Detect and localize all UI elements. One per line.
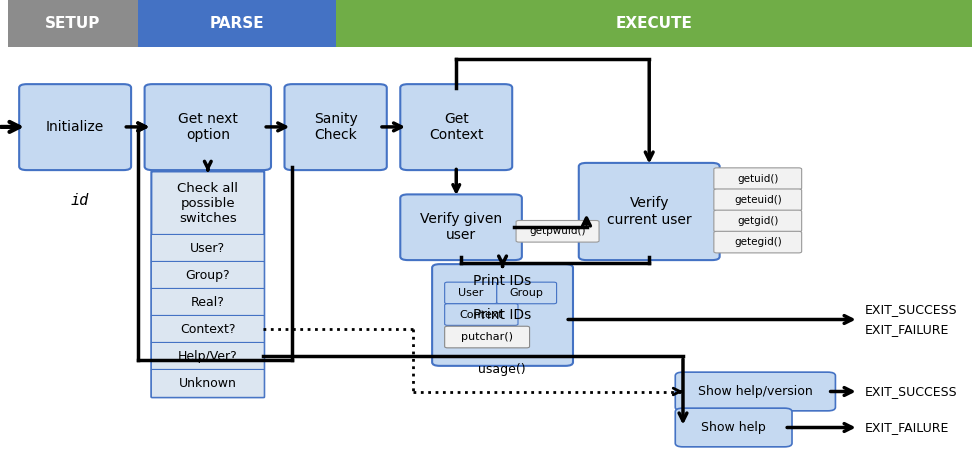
Text: getpwuid(): getpwuid() [529,226,586,236]
FancyBboxPatch shape [151,369,265,397]
Text: putchar(): putchar() [462,332,514,342]
FancyBboxPatch shape [445,282,497,304]
FancyBboxPatch shape [675,408,792,447]
FancyBboxPatch shape [497,282,557,304]
Text: EXIT_SUCCESS: EXIT_SUCCESS [864,385,957,398]
Text: PARSE: PARSE [210,16,264,31]
FancyBboxPatch shape [400,84,513,170]
Text: Print IDs: Print IDs [473,274,532,288]
FancyBboxPatch shape [151,261,265,289]
Text: usage(): usage() [478,363,526,376]
Text: Context?: Context? [180,323,235,336]
Text: Real?: Real? [191,296,224,309]
Text: Context: Context [460,310,503,320]
Bar [335,0,972,47]
FancyBboxPatch shape [445,304,518,325]
FancyBboxPatch shape [400,194,522,260]
Text: User?: User? [190,242,225,255]
Text: Initialize: Initialize [46,120,104,134]
Text: Get
Context: Get Context [429,112,483,142]
Text: Verify
current user: Verify current user [607,196,692,227]
FancyBboxPatch shape [145,84,271,170]
FancyBboxPatch shape [713,189,802,211]
FancyBboxPatch shape [151,288,265,316]
Text: Sanity
Check: Sanity Check [314,112,358,142]
Text: Show help/version: Show help/version [698,385,812,398]
Text: EXECUTE: EXECUTE [615,16,693,31]
FancyBboxPatch shape [284,84,387,170]
Text: Unknown: Unknown [179,377,237,390]
Text: Print IDs: Print IDs [473,308,532,322]
FancyBboxPatch shape [516,220,599,242]
Text: Group: Group [510,288,544,298]
FancyBboxPatch shape [713,210,802,232]
FancyBboxPatch shape [20,84,131,170]
Text: getgid(): getgid() [737,216,778,226]
FancyBboxPatch shape [151,171,265,397]
Text: getuid(): getuid() [737,174,778,184]
Text: Group?: Group? [185,269,230,282]
Bar [138,0,335,47]
Text: getegid(): getegid() [734,237,782,247]
Text: SETUP: SETUP [45,16,100,31]
FancyBboxPatch shape [713,231,802,253]
Text: Help/Ver?: Help/Ver? [178,350,238,363]
Text: Verify given
user: Verify given user [420,212,502,243]
Text: EXIT_FAILURE: EXIT_FAILURE [864,421,949,434]
FancyBboxPatch shape [713,168,802,189]
Text: EXIT_SUCCESS: EXIT_SUCCESS [864,303,957,316]
FancyBboxPatch shape [432,264,573,366]
FancyBboxPatch shape [151,234,265,262]
Text: Check all
possible
switches: Check all possible switches [177,182,238,225]
Text: Show help: Show help [702,421,766,434]
Text: Get next
option: Get next option [177,112,238,142]
FancyBboxPatch shape [445,326,529,348]
Text: EXIT_FAILURE: EXIT_FAILURE [864,323,949,336]
Text: id: id [71,193,89,208]
FancyBboxPatch shape [151,342,265,370]
Text: User: User [458,288,483,298]
Text: geteuid(): geteuid() [734,195,782,205]
FancyBboxPatch shape [675,372,835,411]
FancyBboxPatch shape [151,315,265,343]
FancyBboxPatch shape [579,163,719,260]
Bar [8,0,138,47]
